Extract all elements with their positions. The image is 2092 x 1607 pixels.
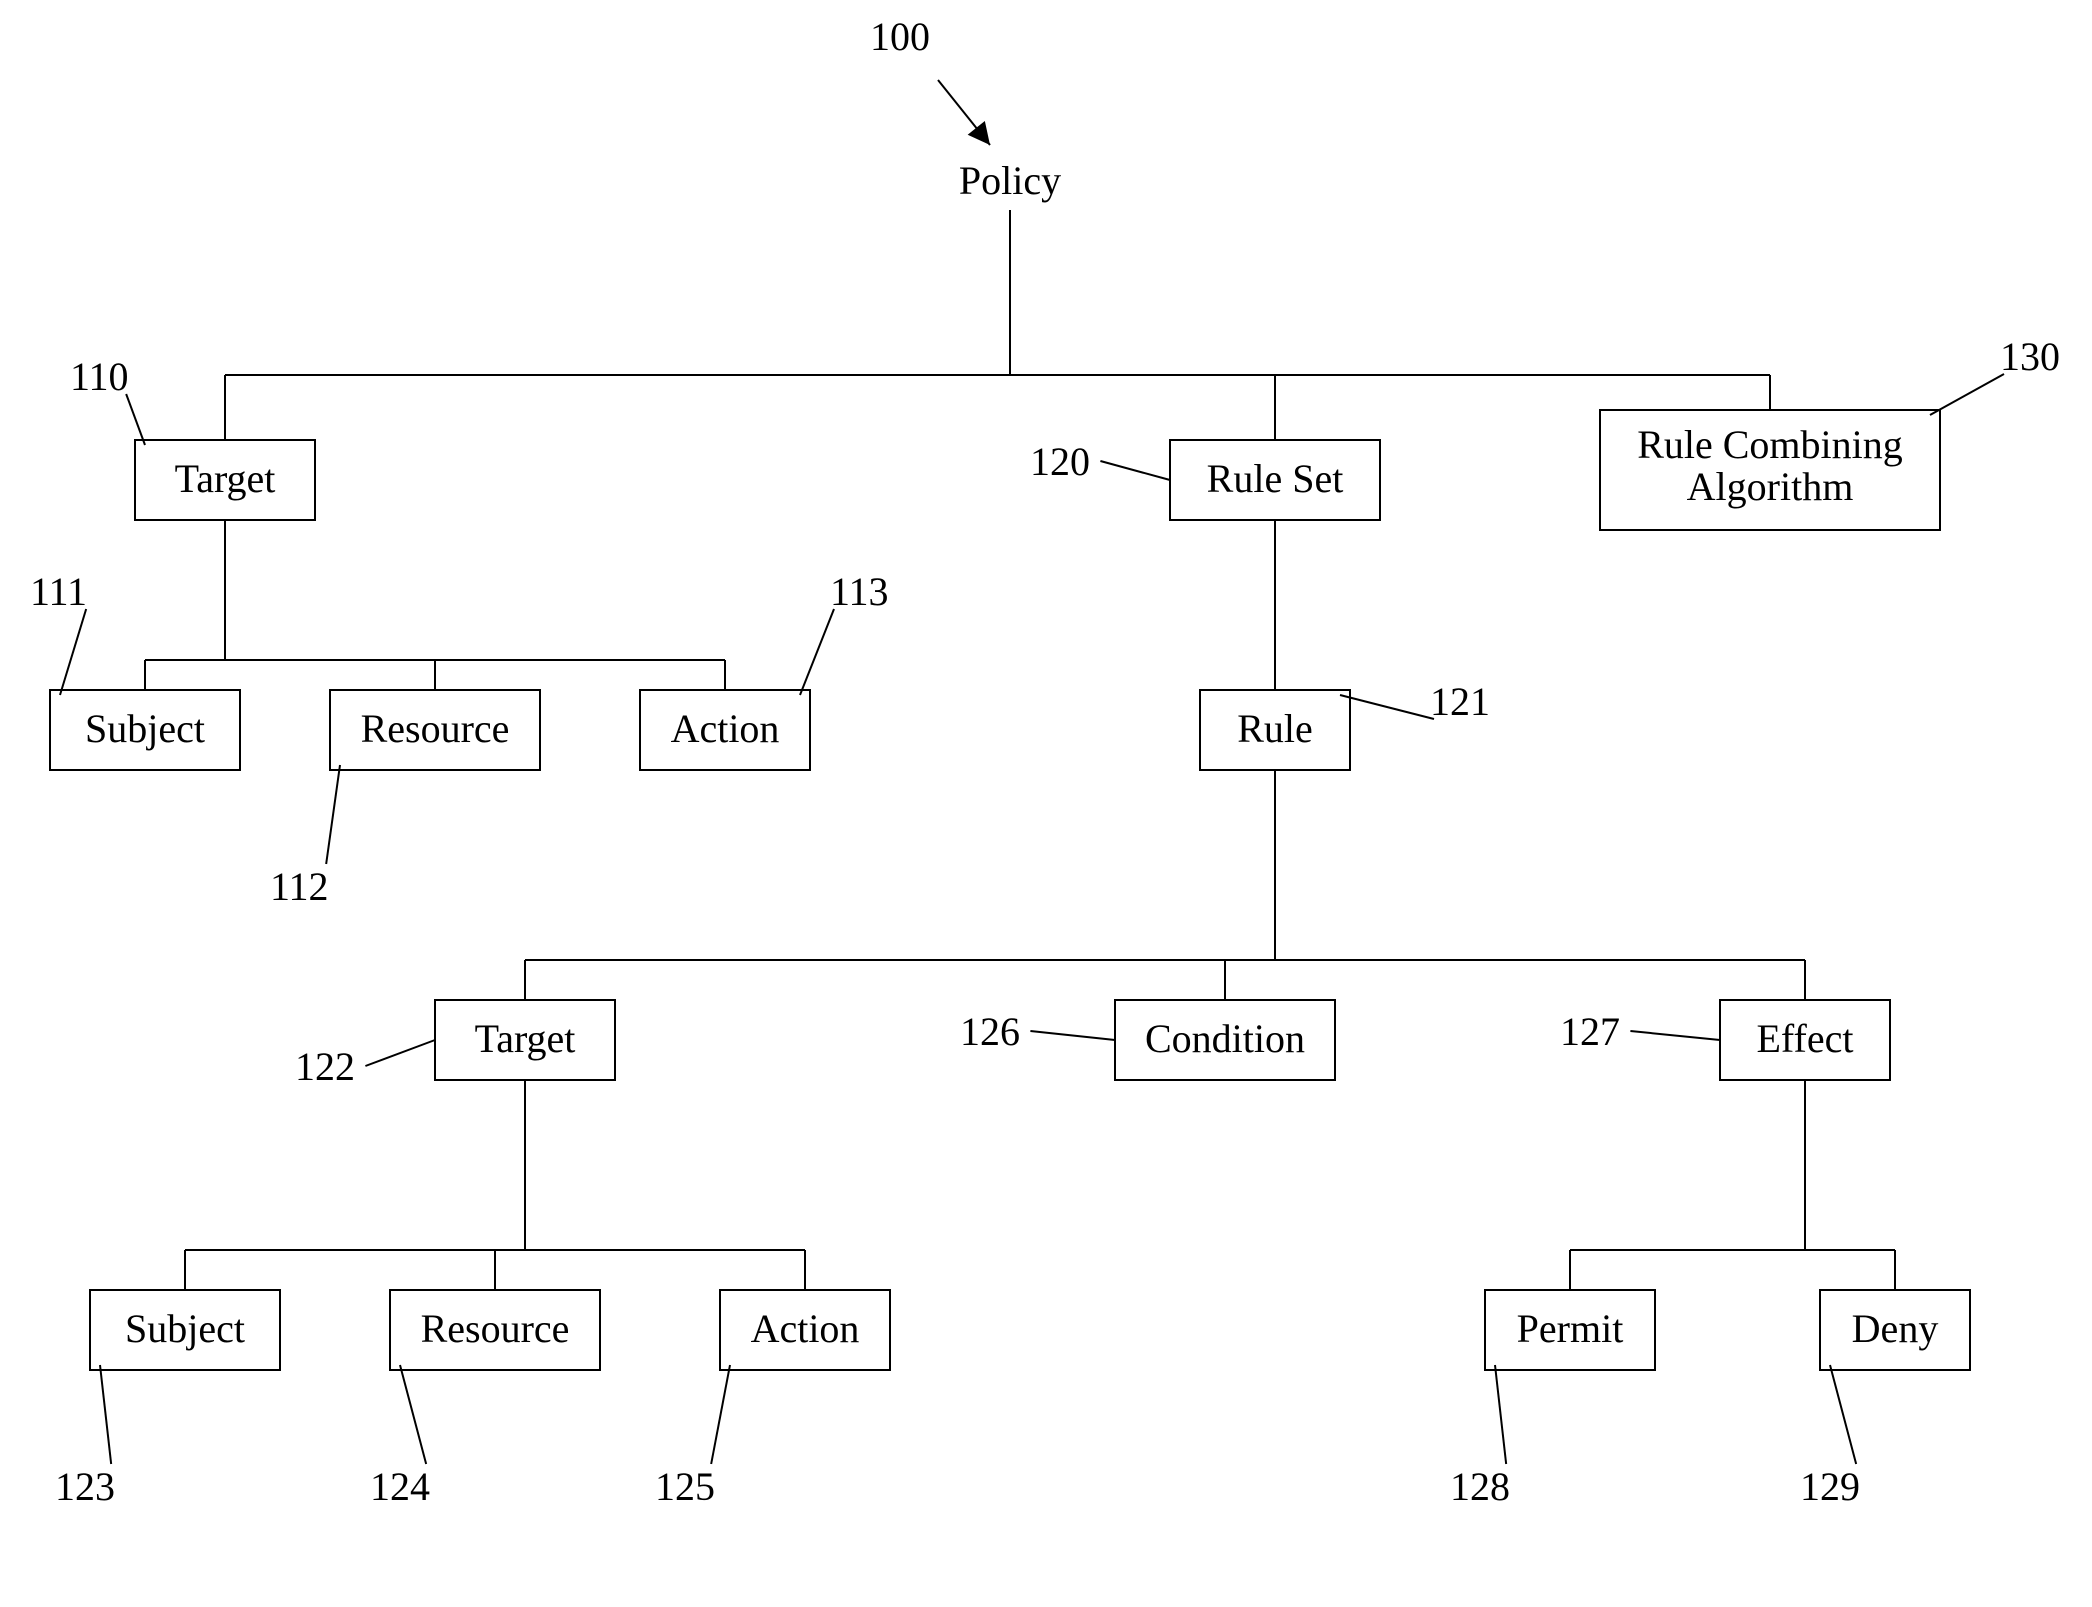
ref-110: 110 xyxy=(70,354,129,399)
ref-122: 122 xyxy=(295,1044,355,1089)
node-subject1-label: Subject xyxy=(85,706,205,751)
ref-111: 111 xyxy=(30,569,87,614)
ref-126: 126 xyxy=(960,1009,1020,1054)
node-action1-label: Action xyxy=(671,706,780,751)
ref-113: 113 xyxy=(830,569,889,614)
node-rulecomb-label: Algorithm xyxy=(1687,464,1854,509)
ref-128: 128 xyxy=(1450,1464,1510,1509)
ref-100: 100 xyxy=(870,14,930,59)
node-rulecomb-label: Rule Combining xyxy=(1637,422,1903,467)
node-condition-label: Condition xyxy=(1145,1016,1305,1061)
node-target2-label: Target xyxy=(475,1016,576,1061)
root-arrow-icon xyxy=(968,121,990,145)
node-target1-label: Target xyxy=(175,456,276,501)
ref-123: 123 xyxy=(55,1464,115,1509)
node-effect-label: Effect xyxy=(1757,1016,1854,1061)
node-permit-label: Permit xyxy=(1517,1306,1624,1351)
ref-125: 125 xyxy=(655,1464,715,1509)
node-resource2-label: Resource xyxy=(421,1306,570,1351)
ref-112: 112 xyxy=(270,864,329,909)
node-deny-label: Deny xyxy=(1852,1306,1939,1351)
ref-120: 120 xyxy=(1030,439,1090,484)
ref-129: 129 xyxy=(1800,1464,1860,1509)
ref-124: 124 xyxy=(370,1464,430,1509)
ref-130: 130 xyxy=(2000,334,2060,379)
ref-121: 121 xyxy=(1430,679,1490,724)
node-resource1-label: Resource xyxy=(361,706,510,751)
node-rule-label: Rule xyxy=(1237,706,1313,751)
policy-tree-diagram: Policy 100 Target Rule Set Rule CombiningAlg… xyxy=(0,0,2092,1607)
node-action2-label: Action xyxy=(751,1306,860,1351)
node-subject2-label: Subject xyxy=(125,1306,245,1351)
ref-127: 127 xyxy=(1560,1009,1620,1054)
node-ruleset-label: Rule Set xyxy=(1207,456,1344,501)
root-policy-label: Policy xyxy=(959,158,1061,203)
